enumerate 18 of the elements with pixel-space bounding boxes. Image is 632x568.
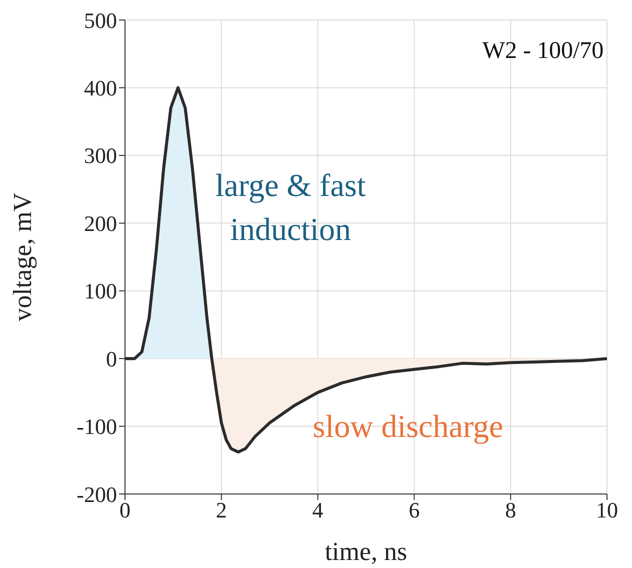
y-tick-label: -100 xyxy=(76,414,117,440)
y-tick-label: 500 xyxy=(84,8,117,33)
annotation: W2 - 100/70 xyxy=(481,38,605,65)
y-tick-label: 300 xyxy=(84,143,117,168)
x-tick-label: 2 xyxy=(216,498,227,523)
x-tick-label: 10 xyxy=(596,498,618,523)
y-tick-label: 200 xyxy=(84,210,117,236)
x-tick-label: 8 xyxy=(505,498,516,523)
x-tick-label: 4 xyxy=(312,498,324,523)
annotation: slow discharge xyxy=(312,408,504,445)
y-tick-label: 400 xyxy=(84,76,117,101)
y-tick-label: -200 xyxy=(76,482,117,507)
annotation: large & fast induction xyxy=(214,166,367,249)
y-axis-title: voltage, mV xyxy=(8,192,38,322)
y-tick-label: 100 xyxy=(84,278,117,304)
y-tick-label: 0 xyxy=(106,346,117,372)
x-axis-title: time, ns xyxy=(324,537,408,566)
x-tick-label: 6 xyxy=(408,498,420,523)
